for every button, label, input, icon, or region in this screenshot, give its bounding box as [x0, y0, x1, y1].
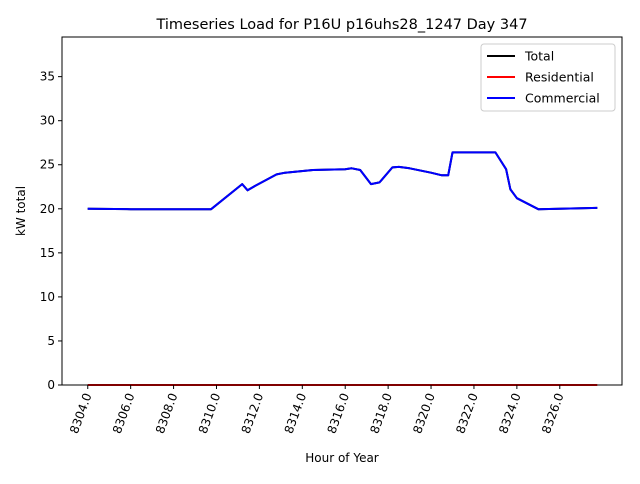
- x-tick-label: 8316.0: [325, 391, 353, 435]
- x-tick-label: 8304.0: [67, 391, 95, 435]
- plot-frame: [61, 36, 623, 386]
- legend-label: Residential: [525, 70, 594, 85]
- y-axis-label: kW total: [14, 186, 28, 236]
- legend-label: Total: [524, 49, 554, 64]
- legend-box: [480, 43, 616, 112]
- x-tick-label: 8324.0: [496, 391, 524, 435]
- y-tick-label: 10: [40, 290, 55, 304]
- legend-label: Commercial: [525, 91, 600, 106]
- series-line-commercial: [87, 151, 598, 211]
- x-tick-label: 8326.0: [539, 391, 567, 435]
- x-tick-label: 8320.0: [410, 391, 438, 435]
- x-tick-label: 8318.0: [367, 391, 395, 435]
- x-tick-label: 8306.0: [110, 391, 138, 435]
- y-tick-label: 25: [40, 158, 55, 172]
- x-axis-label: Hour of Year: [305, 451, 379, 465]
- legend: Total Residential Commercial: [480, 43, 616, 112]
- x-tick-label: 8314.0: [282, 391, 310, 435]
- chart-title: Timeseries Load for P16U p16uhs28_1247 D…: [155, 17, 527, 33]
- y-tick-label: 5: [47, 334, 55, 348]
- x-tick-label: 8312.0: [239, 391, 267, 435]
- y-tick-label: 15: [40, 246, 55, 260]
- x-tick-label: 8308.0: [153, 391, 181, 435]
- y-tick-label: 0: [47, 378, 55, 392]
- x-tick-label: 8322.0: [453, 391, 481, 435]
- y-tick-label: 35: [40, 70, 55, 84]
- y-tick-label: 20: [40, 202, 55, 216]
- x-tick-label: 8310.0: [196, 391, 224, 435]
- y-tick-label: 30: [40, 114, 55, 128]
